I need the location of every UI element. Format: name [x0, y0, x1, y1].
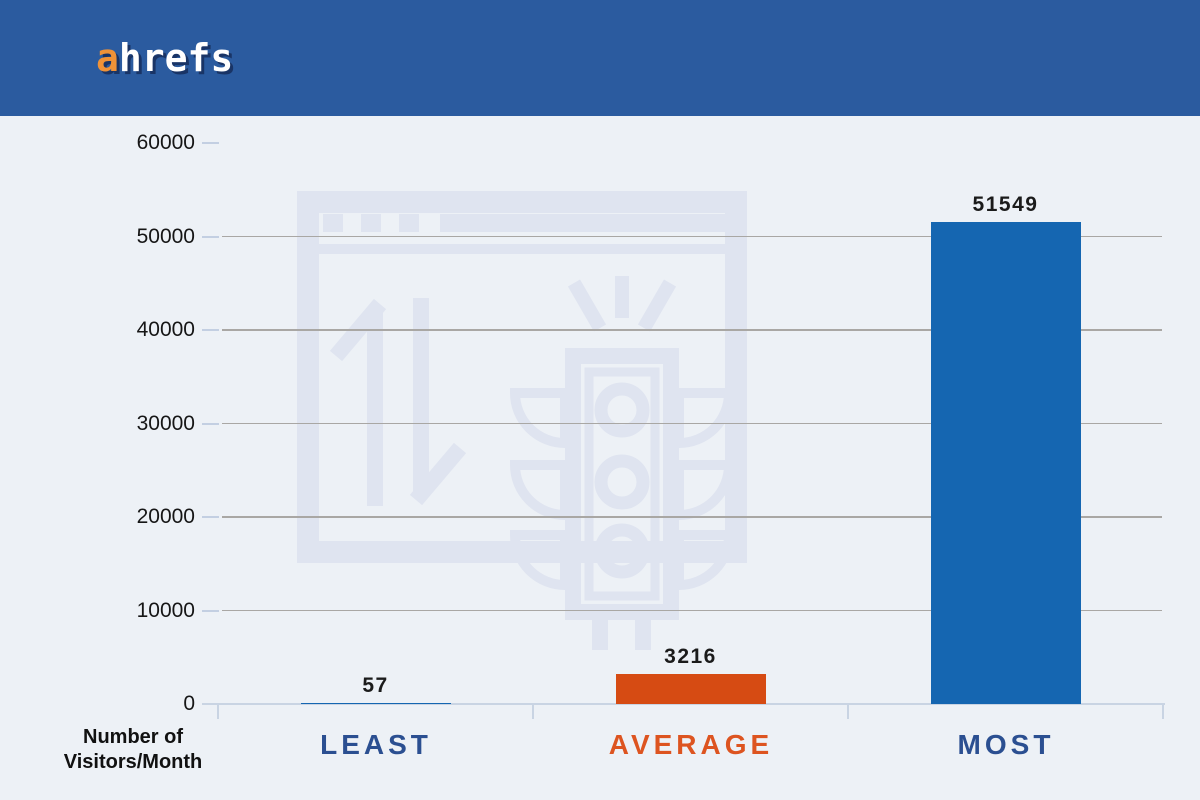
gridline [222, 329, 1162, 331]
y-axis-tick [202, 235, 219, 238]
browser-traffic-light-watermark-icon [297, 191, 747, 650]
gridline [222, 422, 1162, 424]
y-tick-label: 40000 [136, 318, 195, 341]
y-axis-tick [202, 422, 219, 425]
y-tick-label: 10000 [136, 598, 195, 622]
y-axis-tick [202, 516, 219, 518]
y-tick-label: 20000 [136, 505, 195, 528]
axis-boundary-tick [847, 704, 849, 719]
axis-boundary-tick [532, 704, 534, 719]
logo-text: hrefs [118, 36, 234, 80]
gridline [222, 609, 1162, 611]
axis-boundary-tick [217, 704, 219, 719]
ahrefs-logo: ahrefs [96, 38, 233, 78]
category-label: MOST [957, 729, 1055, 760]
y-tick-label: 0 [183, 692, 195, 715]
y-axis-title-line1: Number of [83, 726, 183, 748]
header-bar: ahrefs [0, 0, 1200, 116]
watermark-toolbar-elements [323, 214, 730, 650]
axis-baseline [202, 703, 1165, 705]
watermark-traffic-light-icon [509, 276, 735, 620]
category-label: AVERAGE [608, 729, 774, 760]
y-axis-tick [202, 609, 219, 612]
bar [930, 222, 1081, 704]
bar [615, 674, 766, 704]
gridline [222, 516, 1162, 518]
bar [300, 703, 451, 704]
logo-letter-a: a [96, 36, 119, 80]
bar-value-label: 51549 [972, 193, 1039, 216]
bar-value-label: 3216 [664, 645, 717, 668]
y-axis-tick [202, 329, 219, 331]
y-tick-label: 60000 [136, 131, 195, 154]
y-tick-label: 30000 [136, 411, 195, 435]
y-axis-title-line2: Visitors/Month [63, 751, 203, 773]
category-label: LEAST [320, 729, 432, 760]
bar-value-label: 57 [362, 674, 389, 697]
y-tick-label: 50000 [136, 224, 195, 248]
y-axis-title: Number of Visitors/Month [53, 725, 213, 775]
gridline [222, 235, 1162, 237]
axis-boundary-tick [1162, 704, 1164, 719]
y-axis-tick [202, 142, 219, 144]
